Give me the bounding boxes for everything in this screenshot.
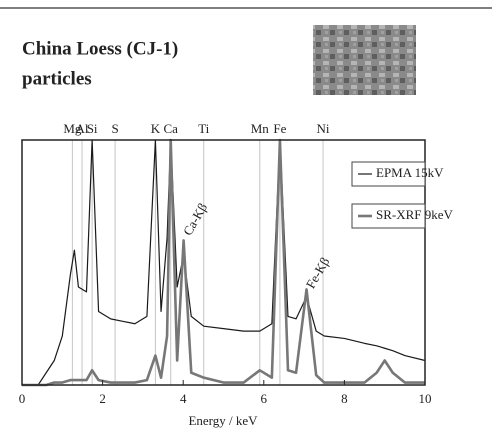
annotation: Ca-Kβ <box>180 200 211 238</box>
x-tick-label: 2 <box>99 391 106 406</box>
element-label: Ca <box>163 121 178 136</box>
series-line <box>22 138 425 387</box>
element-label: Ti <box>198 121 209 136</box>
element-label: Fe <box>273 121 286 136</box>
element-label: Si <box>87 121 98 136</box>
element-label: K <box>151 121 161 136</box>
element-label: S <box>111 121 118 136</box>
plot-frame <box>21 139 426 386</box>
chart-title: China Loess (CJ-1) <box>22 38 178 59</box>
x-tick-label: 0 <box>19 391 26 406</box>
x-tick-label: 4 <box>180 391 187 406</box>
series-line <box>22 139 426 386</box>
annotation: Fe-Kβ <box>303 254 333 291</box>
element-label: Mn <box>251 121 270 136</box>
x-axis-label: Energy / keV <box>188 413 258 428</box>
element-label: Ni <box>317 121 330 136</box>
x-tick-label: 8 <box>341 391 348 406</box>
chart-title: particles <box>22 68 92 89</box>
legend-label: EPMA 15kV <box>376 165 444 180</box>
sem-image <box>313 25 416 95</box>
element-label: Mg <box>63 121 82 136</box>
x-tick-label: 6 <box>261 391 268 406</box>
element-label: Al <box>76 121 89 136</box>
legend-label: SR-XRF 9keV <box>376 207 454 222</box>
x-tick-label: 10 <box>419 391 432 406</box>
